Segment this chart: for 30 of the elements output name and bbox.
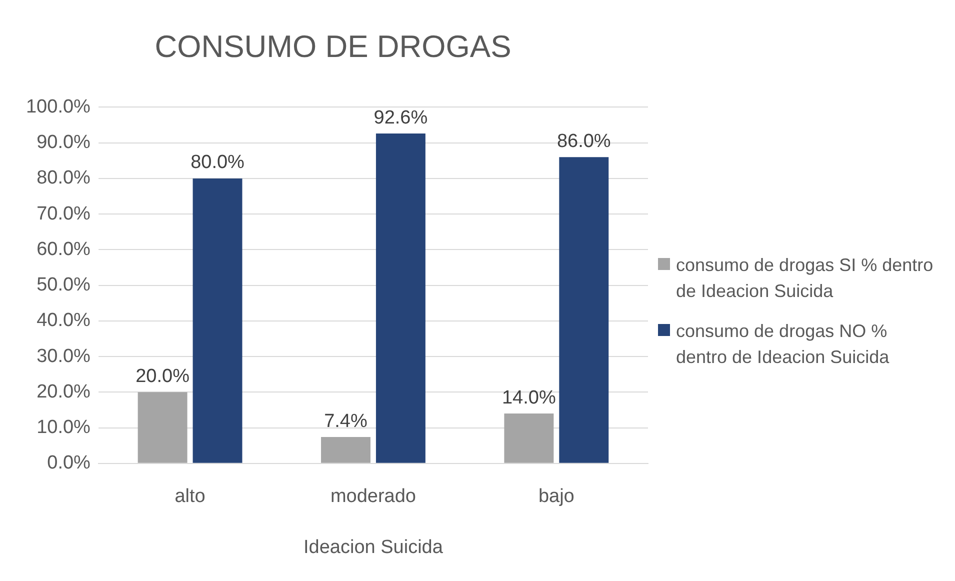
data-label: 86.0%	[556, 130, 611, 152]
x-tick-label: moderado	[330, 486, 416, 508]
y-tick-label: 10.0%	[36, 417, 91, 438]
data-label: 7.4%	[324, 410, 368, 432]
y-tick-label: 80.0%	[36, 168, 91, 189]
legend-label: consumo de drogas SI % dentro de Ideacion Suicida	[676, 254, 934, 302]
y-tick-label: 90.0%	[36, 132, 91, 154]
bar	[321, 437, 370, 463]
bar	[138, 392, 188, 463]
bar	[192, 178, 242, 463]
data-label: 14.0%	[502, 387, 556, 408]
x-tick-label: bajo	[538, 486, 574, 508]
bar	[559, 157, 609, 463]
y-tick-label: 70.0%	[36, 203, 91, 224]
chart-title: CONSUMO DE DROGAS	[154, 29, 512, 64]
data-label: 80.0%	[190, 152, 245, 174]
x-axis-title: Ideacion Suicida	[304, 536, 444, 558]
y-tick-label: 50.0%	[36, 274, 91, 296]
bar	[376, 134, 426, 463]
data-label: 92.6%	[374, 107, 428, 128]
bar	[504, 414, 554, 463]
y-tick-label: 100.0%	[26, 96, 91, 118]
legend-label: consumo de drogas NO % dentro de Ideacion Suicida	[676, 320, 890, 368]
y-tick-label: 20.0%	[36, 381, 91, 402]
y-tick-label: 60.0%	[36, 238, 91, 260]
x-tick-label: alto	[174, 486, 206, 508]
y-tick-label: 0.0%	[47, 452, 91, 474]
y-tick-label: 40.0%	[36, 310, 91, 332]
data-label: 20.0%	[136, 366, 190, 387]
y-tick-label: 30.0%	[36, 346, 91, 367]
